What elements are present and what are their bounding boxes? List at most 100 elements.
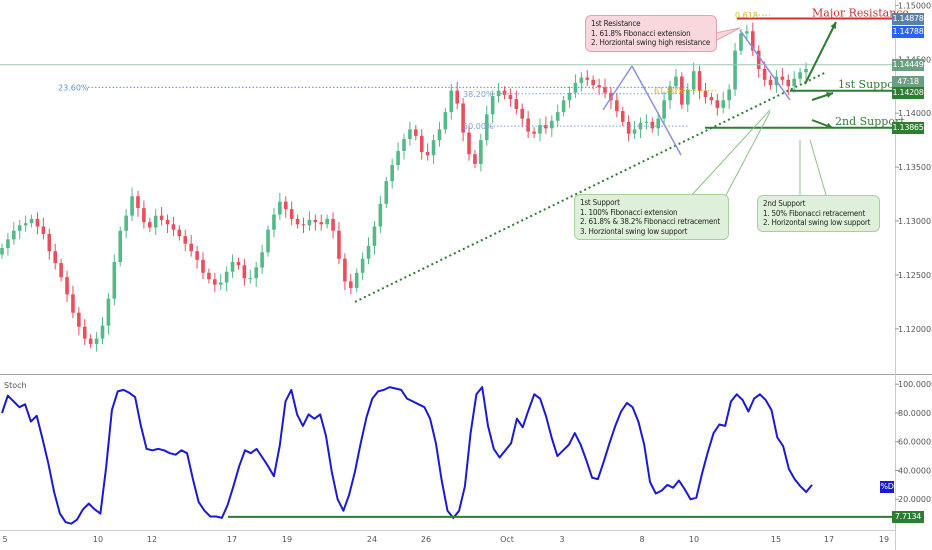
candle-body	[431, 140, 436, 156]
price-tick-label: 1.13500	[898, 163, 931, 172]
candle-body	[555, 112, 560, 121]
candle-body	[59, 263, 63, 278]
candle-body	[218, 282, 223, 285]
candle-body	[77, 312, 81, 327]
candle-body	[461, 103, 465, 133]
candle-body	[674, 76, 678, 87]
note-line: 2. 61.8% & 38.2% Fibonacci retracement	[580, 217, 721, 226]
candle-body	[242, 265, 247, 279]
time-tick-label: 24	[367, 535, 377, 544]
candle-body	[419, 135, 424, 153]
candle-body	[372, 226, 377, 246]
candle-body	[189, 243, 193, 252]
candle-body	[337, 230, 341, 259]
candle-body	[502, 90, 507, 95]
callout-pointer	[724, 111, 771, 198]
stoch-series-label: %D	[880, 481, 894, 493]
candle-body	[467, 132, 471, 155]
candle-body	[171, 224, 176, 230]
candle-body	[449, 90, 454, 113]
candle-body	[278, 201, 282, 215]
candle-body	[384, 181, 389, 204]
candle-body	[130, 196, 134, 216]
stoch-tick-label: 80.0000	[898, 409, 931, 418]
time-tick-label: 5	[2, 535, 7, 544]
note-line: 1. 100% Fibonacci extension	[580, 207, 678, 217]
price-tick-label: 1.12500	[898, 271, 931, 280]
price-tick-label: 1.14000	[898, 109, 931, 118]
candle-body	[668, 86, 672, 101]
candle-body	[207, 272, 211, 280]
candle-body	[301, 224, 306, 226]
candle-body	[183, 236, 188, 244]
candle-body	[88, 338, 93, 344]
candle-body	[585, 77, 590, 80]
stoch-value-label: 7.7134	[892, 510, 924, 523]
candle-body	[703, 90, 708, 98]
price-tick-label: 1.13000	[898, 217, 931, 226]
candle-body	[437, 129, 442, 141]
arrow-head	[830, 22, 836, 29]
time-tick-label: Oct	[500, 535, 514, 544]
price-tick-label: 1.15000	[898, 1, 931, 10]
candle-body	[354, 272, 359, 288]
level-label: Major Resistance	[812, 7, 909, 20]
candle-body	[615, 100, 619, 112]
time-tick-label: 8	[639, 535, 644, 544]
first-support-note: 1st Support 1. 100% Fibonacci extension 2.…	[574, 194, 729, 240]
time-tick-label: 19	[282, 535, 292, 544]
note-line: 1. 61.8% Fibonacci extension	[591, 28, 691, 38]
candle-body	[490, 95, 495, 115]
candle-body	[112, 262, 117, 299]
note-line: 2. Horziontal swing high resistance	[591, 38, 711, 47]
candle-body	[739, 33, 743, 51]
candle-body	[230, 262, 235, 272]
candle-body	[745, 31, 749, 34]
time-tick-label: 15	[771, 535, 781, 544]
candle-body	[236, 262, 241, 266]
arrow-head	[826, 92, 833, 98]
candle-body	[532, 131, 536, 134]
candle-body	[727, 89, 731, 101]
candle-body	[573, 83, 578, 93]
candle-body	[23, 223, 28, 226]
candle-body	[396, 150, 400, 165]
candle-body	[65, 277, 69, 295]
candle-body	[6, 239, 10, 248]
candle-body	[792, 78, 796, 87]
candle-body	[520, 108, 525, 119]
fib-level-label: 38.20%	[463, 90, 494, 99]
candle-body	[201, 259, 205, 273]
candle-body	[697, 71, 702, 91]
candle-body	[414, 129, 418, 136]
second-support-note: 2nd Support 1. 50% Fibonacci retracement 2…	[757, 195, 880, 232]
note-line: 2nd Support	[763, 199, 806, 208]
candle-body	[597, 85, 601, 88]
support-trendline	[354, 71, 827, 303]
candle-body	[715, 100, 720, 108]
price-label-last: 1.14449	[892, 58, 924, 71]
note-line: 3. Horziontal swing low support	[580, 226, 688, 236]
stochastic-pane: Stoch 100.0000 80.0000 60.0000 40.0000 20.000…	[1, 380, 932, 525]
candle-body	[71, 294, 75, 313]
candle-body	[402, 139, 406, 151]
candle-body	[260, 252, 264, 268]
candle-body	[484, 114, 489, 141]
candle-body	[153, 215, 158, 228]
candle-body	[53, 251, 58, 264]
candle-body	[620, 111, 625, 122]
candle-body	[609, 92, 613, 101]
candle-body	[479, 140, 483, 164]
candle-body	[750, 31, 755, 51]
candle-body	[780, 76, 785, 80]
fib-level-label: 50.00%	[463, 122, 494, 131]
fib-level-label: 0.618	[735, 11, 758, 20]
candle-body	[360, 258, 365, 273]
candle-body	[650, 121, 655, 129]
candle-body	[638, 122, 643, 130]
candle-body	[762, 69, 767, 80]
time-tick-label: 17	[824, 535, 834, 544]
note-line: 1st Resistance	[591, 19, 641, 28]
